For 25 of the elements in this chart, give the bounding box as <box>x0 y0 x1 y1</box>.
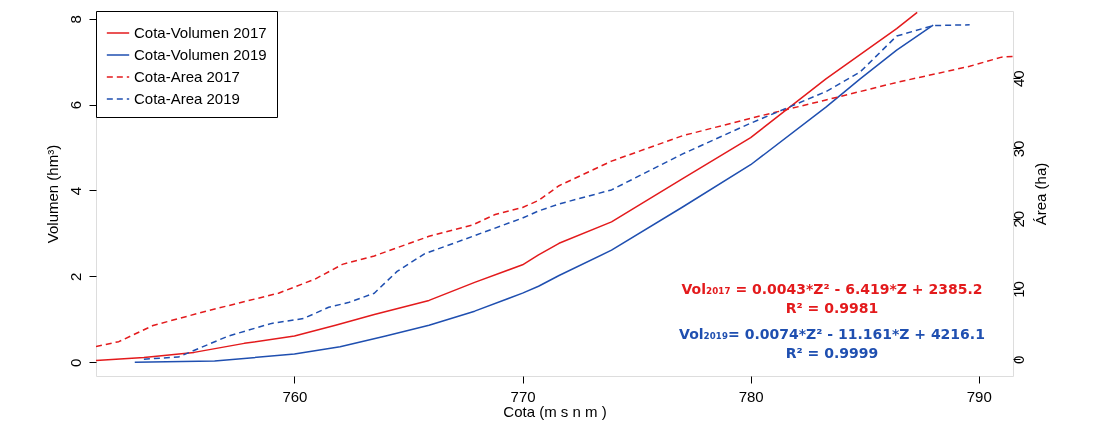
y-axis-title: Volumen (hm³) <box>43 144 61 244</box>
legend-label: Cota-Volumen 2017 <box>134 24 267 41</box>
y-tick-label: 2 <box>66 272 84 282</box>
y2-tick-label: 30 <box>1009 140 1027 158</box>
y2-tick-label: 10 <box>1009 281 1027 298</box>
y-tick-label: 0 <box>66 358 84 367</box>
legend-label: Cota-Area 2019 <box>134 90 240 107</box>
x-tick-label: 790 <box>966 387 992 405</box>
legend-label: Cota-Volumen 2019 <box>134 46 267 63</box>
annotation: Vol₂₀₁₇ = 0.0043*Z² - 6.419*Z + 2385.2 <box>681 281 983 297</box>
y2-tick-label: 40 <box>1009 70 1027 88</box>
y2-tick-label: 0 <box>1009 355 1027 364</box>
x-axis-title: Cota (m s n m ) <box>503 402 607 420</box>
y-tick-label: 4 <box>66 186 84 196</box>
x-tick-label: 780 <box>738 387 764 405</box>
x-tick-label: 760 <box>282 387 308 405</box>
annotation: Vol₂₀₁₉= 0.0074*Z² - 11.161*Z + 4216.1 <box>679 326 985 342</box>
x-tick-label: 770 <box>510 387 536 405</box>
annotation: R² = 0.9999 <box>785 345 879 361</box>
annotation: R² = 0.9981 <box>785 300 879 316</box>
legend-label: Cota-Area 2017 <box>134 68 240 85</box>
y-tick-label: 8 <box>66 15 84 24</box>
y-tick-label: 6 <box>66 100 84 110</box>
y2-tick-label: 20 <box>1009 210 1027 228</box>
y2-axis-title: Área (ha) <box>1031 162 1049 226</box>
